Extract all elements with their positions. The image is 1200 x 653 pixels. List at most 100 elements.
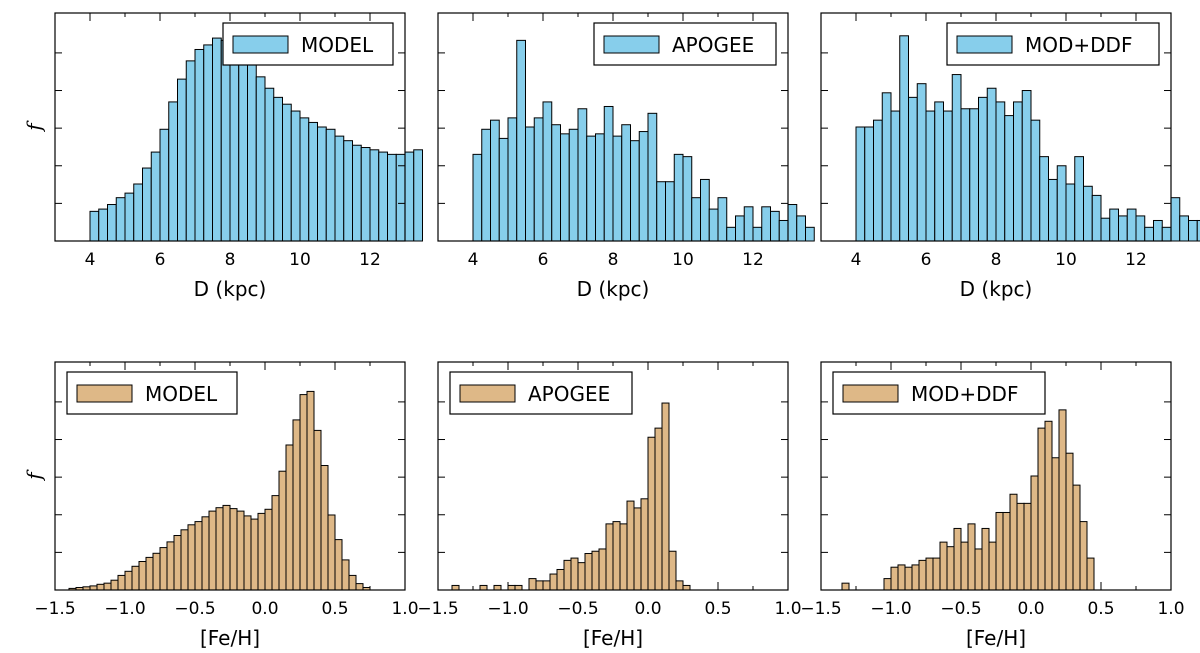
histogram-bar: [1016, 502, 1025, 591]
x-tick-label: 0.5: [704, 599, 731, 619]
histogram-bar: [925, 557, 934, 591]
histogram-bar: [598, 548, 607, 591]
histogram-bar: [899, 35, 909, 242]
histogram-bar: [96, 583, 105, 591]
histogram-bar: [621, 124, 631, 242]
x-tick-label: −1.0: [487, 599, 528, 619]
histogram-bar: [918, 559, 927, 591]
x-tick-label: 12: [359, 250, 381, 270]
histogram-bar: [290, 110, 301, 242]
histogram-bar: [647, 112, 658, 242]
x-tick-label: −0.5: [174, 599, 215, 619]
x-tick-label: −1.0: [104, 599, 145, 619]
legend: MODEL: [66, 371, 238, 415]
histogram-bar: [208, 510, 217, 591]
histogram-bar: [1048, 178, 1058, 242]
histogram-bar: [282, 103, 292, 242]
x-tick-label: 0.5: [1087, 599, 1114, 619]
histogram-bar: [278, 470, 287, 591]
histogram-bar: [595, 133, 605, 242]
x-tick-label: 6: [155, 250, 166, 270]
histogram-bar: [995, 511, 1004, 591]
histogram-bar: [1179, 215, 1189, 242]
histogram-bar: [1065, 452, 1074, 591]
panel-4: −1.5 −1.0 −0.5 0.0 0.5 1.0 [Fe/H] APOGEE: [417, 361, 802, 650]
histogram-bar: [229, 44, 240, 242]
histogram-bar: [481, 128, 491, 242]
legend: MODEL: [222, 22, 394, 66]
histogram-bar: [313, 429, 322, 591]
histogram-bar: [355, 583, 364, 591]
histogram-bar: [98, 208, 108, 242]
histogram-bar: [451, 584, 460, 591]
histogram-bar: [352, 144, 362, 242]
histogram-bar: [551, 124, 561, 242]
histogram-bar: [661, 402, 670, 591]
histogram-bar: [647, 436, 656, 591]
legend-label: MOD+DDF: [911, 382, 1018, 406]
histogram-bar: [341, 559, 350, 591]
histogram-bar: [960, 541, 969, 591]
histogram-bar: [974, 548, 983, 591]
histogram-bar: [1074, 156, 1084, 242]
x-tick-label: 8: [225, 250, 236, 270]
histogram-bar: [796, 215, 806, 242]
histogram-bar: [334, 135, 345, 242]
histogram-bar: [988, 541, 997, 591]
x-tick-label: −0.5: [557, 599, 598, 619]
histogram-bar: [1144, 226, 1154, 242]
legend-label: APOGEE: [528, 382, 610, 406]
histogram-bar: [187, 524, 196, 591]
legend: APOGEE: [449, 371, 633, 415]
histogram-bar: [212, 37, 222, 242]
histogram-bar: [369, 149, 380, 242]
y-axis-label: f: [22, 469, 46, 482]
x-tick-label: −1.5: [34, 599, 75, 619]
histogram-bar: [255, 76, 266, 242]
histogram-bar: [387, 153, 397, 242]
histogram-bar: [271, 495, 280, 591]
histogram-bar: [805, 226, 815, 242]
legend-swatch: [603, 35, 660, 54]
histogram-bar: [1100, 217, 1111, 242]
x-tick-label: −1.5: [417, 599, 458, 619]
histogram-bar: [1126, 208, 1137, 242]
histogram-bar: [201, 516, 210, 591]
x-tick-label: 1.0: [391, 599, 418, 619]
x-tick-label: −1.0: [870, 599, 911, 619]
histogram-bar: [787, 204, 798, 242]
histogram-bar: [180, 529, 189, 591]
x-tick-label: 1.0: [774, 599, 801, 619]
x-tick-label: −0.5: [940, 599, 981, 619]
histogram-bar: [743, 206, 754, 242]
histogram-bar: [1072, 484, 1081, 591]
histogram-bar: [177, 78, 187, 242]
legend: MOD+DDF: [832, 371, 1046, 415]
histogram-bar: [194, 48, 205, 242]
histogram-bar: [619, 523, 628, 591]
histogram-bar: [932, 557, 941, 591]
x-tick-label: 4: [851, 250, 862, 270]
histogram-bar: [107, 204, 117, 242]
x-axis-label: [Fe/H]: [200, 626, 260, 650]
x-axis-label: [Fe/H]: [966, 626, 1026, 650]
histogram-bar: [577, 108, 588, 242]
histogram-bar: [654, 427, 663, 591]
histogram-bar: [507, 117, 518, 242]
histogram-bar: [173, 535, 182, 591]
histogram-bar: [264, 87, 275, 242]
histogram-bar: [1023, 502, 1032, 591]
x-tick-label: 0.0: [1017, 599, 1044, 619]
histogram-bar: [630, 140, 640, 242]
histogram-bar: [911, 564, 920, 591]
histogram-bar: [946, 546, 955, 591]
histogram-bar: [142, 167, 152, 242]
histogram-bar: [299, 117, 310, 242]
histogram-bar: [1079, 521, 1088, 591]
histogram-bar: [1013, 101, 1023, 242]
histogram-bar: [584, 553, 593, 591]
y-axis-label: f: [22, 120, 46, 133]
histogram-bar: [717, 197, 728, 242]
histogram-bar: [490, 119, 500, 242]
histogram-bar: [243, 515, 252, 591]
